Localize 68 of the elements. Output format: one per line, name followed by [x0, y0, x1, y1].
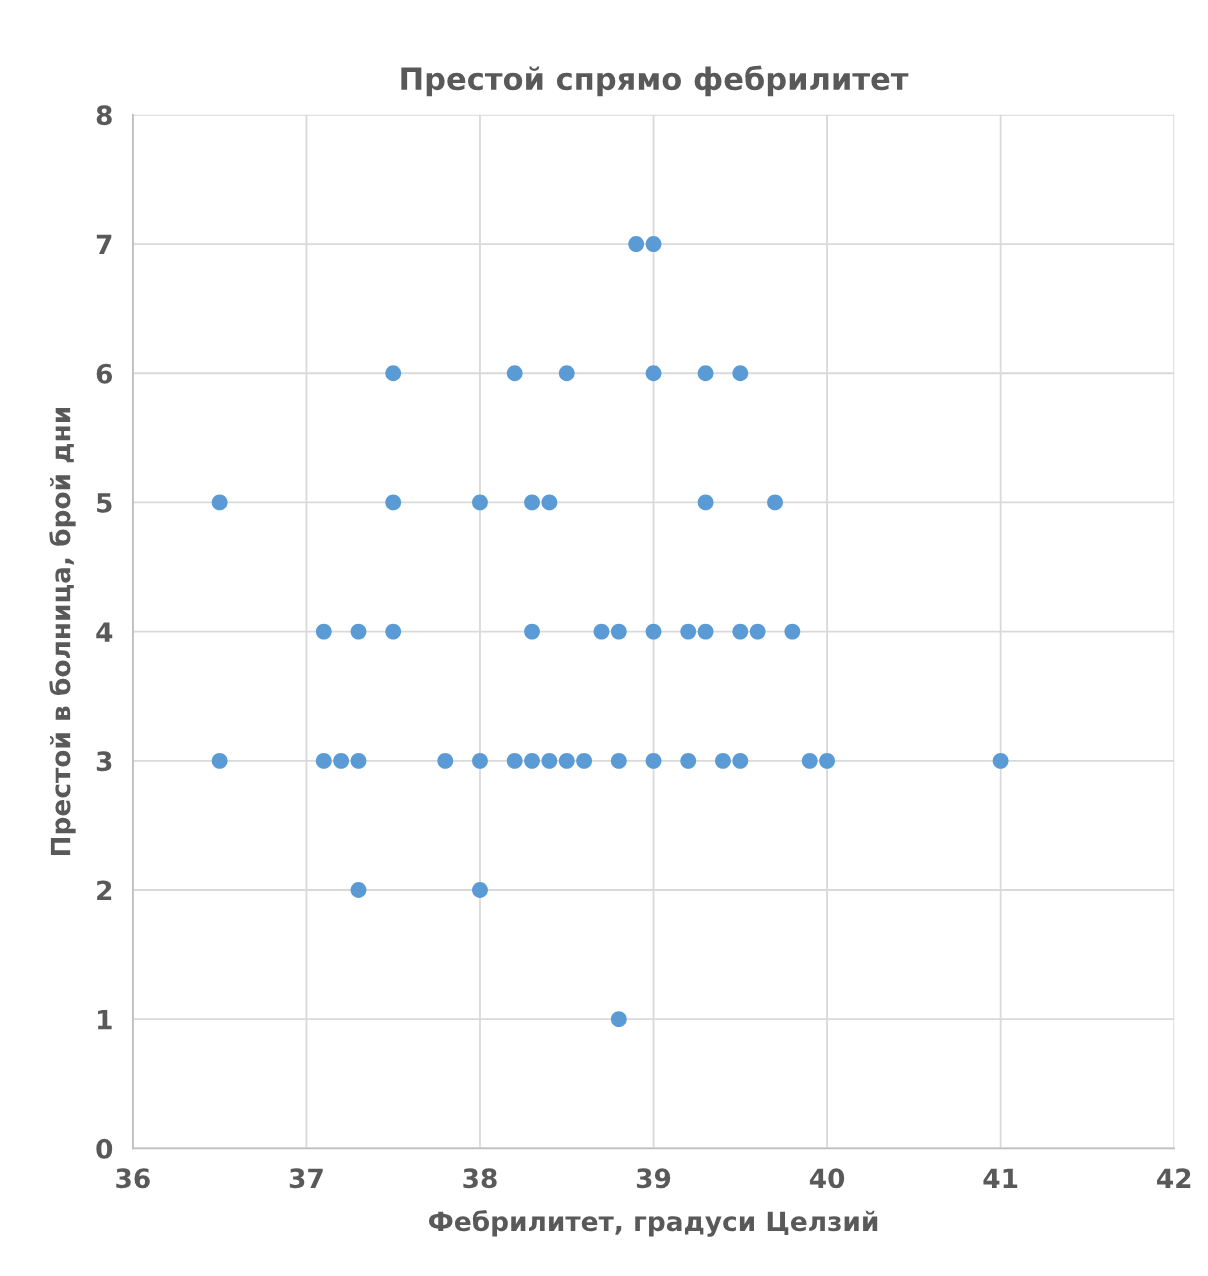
- point: [697, 494, 714, 511]
- point: [645, 752, 662, 769]
- y-tick-label: 3: [96, 751, 112, 772]
- point: [506, 752, 523, 769]
- chart-title: Престой спрямо фебрилитет: [401, 65, 909, 97]
- point: [645, 623, 662, 640]
- point: [628, 236, 645, 252]
- point: [732, 623, 749, 640]
- point: [385, 494, 402, 511]
- point: [819, 752, 835, 769]
- point: [715, 752, 731, 769]
- point: [472, 882, 488, 898]
- point: [610, 623, 627, 640]
- x-tick-label: 40: [809, 1168, 845, 1189]
- point: [333, 752, 350, 769]
- y-axis-title: Престой в болница, брой дни: [49, 407, 76, 856]
- point: [350, 752, 367, 769]
- point: [697, 365, 714, 382]
- point: [610, 752, 627, 769]
- point: [767, 494, 783, 511]
- point: [437, 752, 454, 769]
- point: [784, 623, 801, 640]
- point: [680, 623, 697, 640]
- point: [697, 623, 714, 640]
- point: [524, 494, 540, 511]
- point: [558, 752, 575, 769]
- y-tick-label: 5: [97, 493, 112, 513]
- point: [315, 752, 332, 769]
- point: [350, 882, 367, 898]
- y-tick-label: 6: [96, 363, 113, 384]
- point: [732, 365, 749, 382]
- point: [610, 1011, 627, 1028]
- point: [315, 623, 332, 640]
- y-tick-label: 4: [96, 622, 113, 642]
- point: [558, 365, 575, 382]
- x-tick-label: 37: [289, 1168, 323, 1189]
- point: [524, 623, 540, 640]
- x-tick-label: 39: [636, 1168, 671, 1189]
- point: [541, 752, 558, 769]
- point: [472, 752, 488, 769]
- point: [350, 623, 367, 640]
- point: [541, 494, 558, 511]
- y-tick-label: 2: [97, 880, 112, 901]
- point: [992, 752, 1009, 769]
- point: [576, 752, 593, 769]
- point: [593, 623, 610, 640]
- point: [385, 365, 402, 382]
- point: [211, 752, 228, 769]
- x-tick-label: 41: [983, 1168, 1018, 1188]
- x-tick-label: 42: [1157, 1168, 1191, 1188]
- y-tick-label: 0: [96, 1138, 113, 1159]
- point: [524, 752, 540, 769]
- point: [680, 752, 697, 769]
- point: [732, 752, 749, 769]
- x-tick-label: 36: [116, 1168, 150, 1189]
- point: [801, 752, 818, 769]
- y-tick-label: 1: [98, 1009, 112, 1030]
- point: [211, 494, 228, 511]
- point: [749, 623, 766, 640]
- point: [645, 236, 662, 252]
- point: [506, 365, 523, 382]
- y-tick-label: 8: [96, 105, 112, 126]
- x-axis-title: Фебрилитет, градуси Целзий: [428, 1210, 878, 1237]
- y-tick-label: 7: [96, 234, 112, 255]
- x-tick-label: 38: [463, 1168, 497, 1189]
- point: [645, 365, 662, 382]
- point: [385, 623, 402, 640]
- point: [472, 494, 488, 511]
